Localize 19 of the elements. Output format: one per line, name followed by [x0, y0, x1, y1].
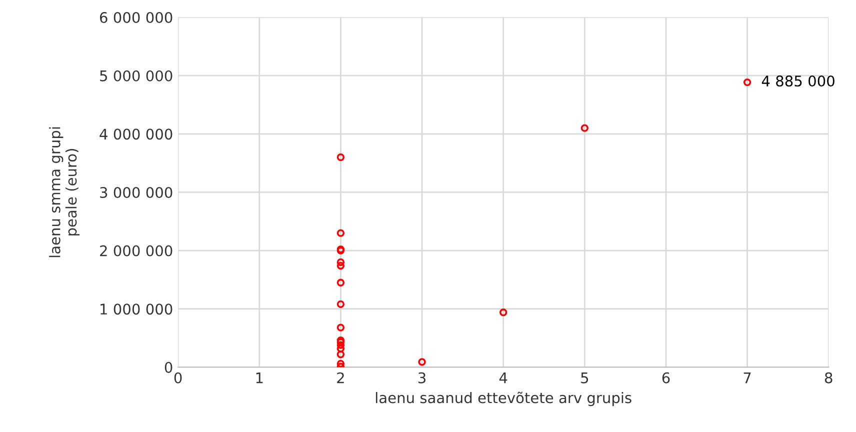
x-tick-label: 1 — [256, 372, 263, 384]
x-tick-label: 2 — [337, 372, 344, 384]
x-tick-label: 8 — [824, 372, 832, 384]
y-tick-label: 6 000 000 — [100, 12, 172, 24]
y-tick-label: 1 000 000 — [100, 304, 172, 315]
x-axis-title: laenu saanud ettevõtete arv grupis — [376, 392, 632, 406]
y-tick-label: 2 000 000 — [100, 245, 172, 256]
y-tick-label: 0 — [164, 362, 172, 373]
x-tick-label: 6 — [662, 372, 670, 384]
x-tick-label: 3 — [418, 372, 426, 384]
x-tick-label: 0 — [174, 372, 182, 384]
x-tick-label: 4 — [499, 372, 508, 384]
y-tick-label: 5 000 000 — [100, 70, 172, 82]
x-tick-label: 7 — [744, 372, 751, 384]
x-tick-label: 5 — [581, 372, 588, 384]
y-tick-label: 4 000 000 — [100, 128, 172, 140]
y-axis-title: laenu smma grupi peale (euro) — [49, 127, 80, 258]
data-label: 4 885 000 — [762, 76, 834, 87]
y-tick-label: 3 000 000 — [100, 186, 172, 198]
